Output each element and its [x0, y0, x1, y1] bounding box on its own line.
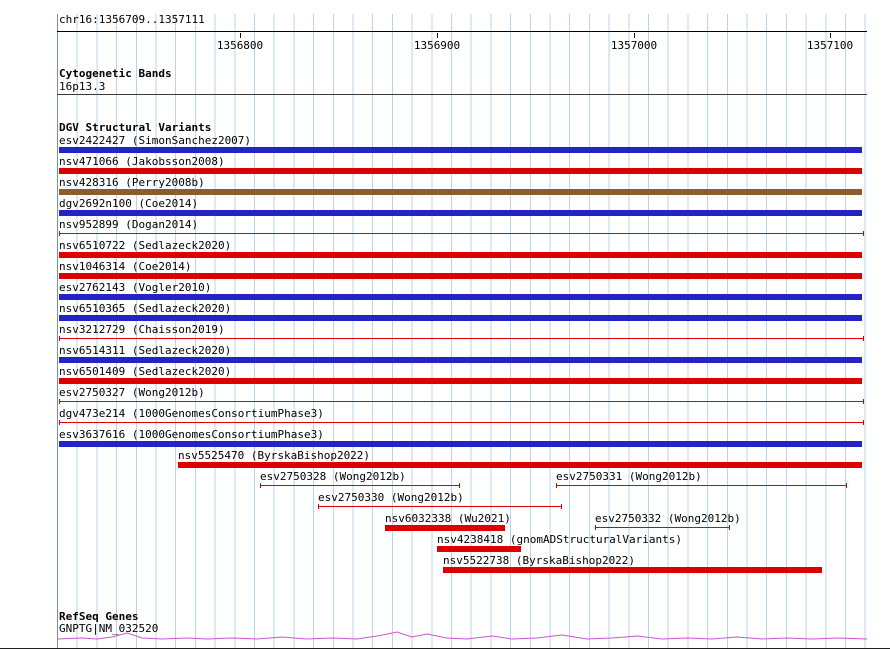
variant-label[interactable]: esv2422427 (SimonSanchez2007)	[59, 134, 252, 147]
variant-bar[interactable]	[595, 525, 730, 530]
variant-bar[interactable]	[59, 231, 864, 236]
section-title-refseq-genes: RefSeq Genes	[59, 610, 139, 623]
variant-bar[interactable]	[59, 357, 862, 363]
tick-mark	[830, 33, 831, 38]
variant-label[interactable]: nsv1046314 (Coe2014)	[59, 260, 192, 273]
variant-label[interactable]: esv2750327 (Wong2012b)	[59, 386, 205, 399]
tick-label: 1357000	[610, 39, 658, 52]
conservation-wave	[57, 631, 867, 640]
variant-label[interactable]: nsv5525470 (ByrskaBishop2022)	[178, 449, 371, 462]
variant-label[interactable]: esv2762143 (Vogler2010)	[59, 281, 212, 294]
variant-label[interactable]: esv3637616 (1000GenomesConsortiumPhase3)	[59, 428, 324, 441]
ruler-line	[57, 31, 867, 32]
variant-bar[interactable]	[59, 168, 862, 174]
region-label: chr16:1356709..1357111	[59, 13, 205, 26]
variant-label[interactable]: nsv6501409 (Sedlazeck2020)	[59, 365, 232, 378]
tick-label: 1357100	[806, 39, 854, 52]
variant-label[interactable]: nsv3212729 (Chaisson2019)	[59, 323, 225, 336]
variant-bar[interactable]	[385, 525, 505, 531]
variant-bar[interactable]	[59, 189, 862, 195]
variant-label[interactable]: esv2750332 (Wong2012b)	[595, 512, 741, 525]
variant-bar[interactable]	[59, 210, 862, 216]
variant-bar[interactable]	[59, 315, 862, 321]
variant-bar[interactable]	[59, 441, 862, 447]
variant-label[interactable]: nsv428316 (Perry2008b)	[59, 176, 205, 189]
cytoband-bar	[57, 94, 867, 95]
variant-bar[interactable]	[318, 504, 562, 509]
refseq-gene-label[interactable]: GNPTG|NM_032520	[59, 622, 159, 635]
section-title-dgv-structural-variants: DGV Structural Variants	[59, 121, 212, 134]
variant-label[interactable]: nsv471066 (Jakobsson2008)	[59, 155, 225, 168]
variant-bar[interactable]	[59, 252, 862, 258]
variant-bar[interactable]	[59, 420, 864, 425]
variant-label[interactable]: dgv2692n100 (Coe2014)	[59, 197, 199, 210]
variant-bar[interactable]	[59, 336, 864, 341]
variant-label[interactable]: nsv6510722 (Sedlazeck2020)	[59, 239, 232, 252]
variant-bar[interactable]	[59, 399, 864, 404]
variant-bar[interactable]	[443, 567, 822, 573]
variant-label[interactable]: nsv6514311 (Sedlazeck2020)	[59, 344, 232, 357]
tick-label: 1356800	[216, 39, 264, 52]
variant-bar[interactable]	[260, 483, 460, 488]
tick-mark	[437, 33, 438, 38]
variant-label[interactable]: nsv5522738 (ByrskaBishop2022)	[443, 554, 636, 567]
bottom-border	[0, 648, 890, 649]
variant-bar[interactable]	[59, 378, 862, 384]
tick-mark	[240, 33, 241, 38]
variant-bar[interactable]	[59, 273, 862, 279]
tick-label: 1356900	[413, 39, 461, 52]
variant-bar[interactable]	[59, 147, 862, 153]
section-title-cytogenetic-bands: Cytogenetic Bands	[59, 67, 172, 80]
variant-label[interactable]: esv2750328 (Wong2012b)	[260, 470, 406, 483]
variant-label[interactable]: nsv952899 (Dogan2014)	[59, 218, 199, 231]
variant-label[interactable]: nsv6510365 (Sedlazeck2020)	[59, 302, 232, 315]
cytoband-label: 16p13.3	[59, 80, 106, 93]
variant-bar[interactable]	[437, 546, 521, 552]
variant-label[interactable]: esv2750330 (Wong2012b)	[318, 491, 464, 504]
variant-bar[interactable]	[556, 483, 847, 488]
plot-left-border	[57, 14, 58, 648]
tick-mark	[634, 33, 635, 38]
variant-label[interactable]: nsv4238418 (gnomADStructuralVariants)	[437, 533, 683, 546]
grid-lines	[57, 14, 867, 648]
variant-label[interactable]: esv2750331 (Wong2012b)	[556, 470, 702, 483]
variant-label[interactable]: dgv473e214 (1000GenomesConsortiumPhase3)	[59, 407, 324, 420]
variant-bar[interactable]	[59, 294, 862, 300]
variant-bar[interactable]	[178, 462, 862, 468]
variant-label[interactable]: nsv6032338 (Wu2021)	[385, 512, 511, 525]
